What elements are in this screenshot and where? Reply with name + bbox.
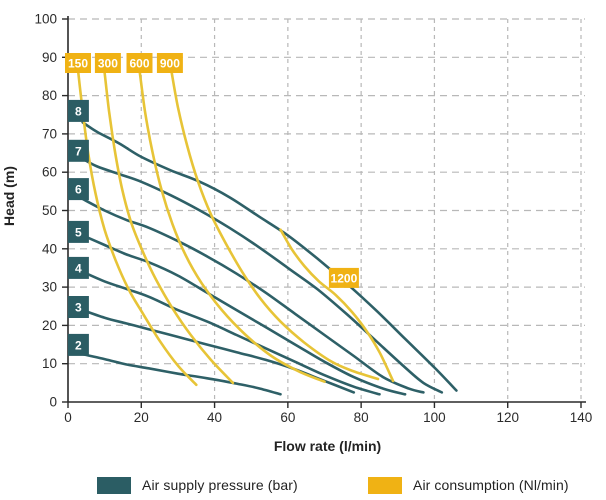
y-tick-label-0: 0 — [49, 395, 57, 410]
pressure-curve-5 — [81, 234, 407, 396]
pressure-curve-4 — [81, 270, 381, 396]
consumption-label-150-text: 150 — [68, 57, 88, 71]
consumption-label-1200-text: 1200 — [331, 271, 358, 285]
consumption-label-900-box — [156, 53, 183, 73]
pressure-label-8-box — [67, 99, 89, 122]
x-tick-label-60: 60 — [280, 410, 295, 425]
y-tick-label-100: 100 — [34, 12, 57, 27]
pressure-label-5-text: 5 — [75, 225, 82, 239]
x-tick-label-100: 100 — [423, 410, 446, 425]
y-tick-label-80: 80 — [42, 88, 57, 103]
pressure-curve-7 — [81, 157, 444, 394]
pressure-label-4-box — [67, 256, 89, 279]
pressure-label-4-text: 4 — [75, 261, 82, 275]
pressure-legend-swatch — [97, 476, 131, 494]
pressure-curve-2 — [81, 352, 282, 396]
y-axis-title: Head (m) — [1, 166, 17, 226]
pressure-label-2-text: 2 — [75, 338, 82, 352]
pressure-curve-6 — [81, 197, 425, 394]
pressure-label-3-box — [67, 296, 89, 318]
x-tick-label-0: 0 — [64, 410, 72, 425]
x-tick-label-80: 80 — [354, 410, 369, 425]
legend-item-consumption: Air consumption (Nl/min) — [368, 474, 569, 496]
x-axis-title: Flow rate (l/min) — [274, 438, 381, 454]
pressure-label-8-text: 8 — [75, 104, 82, 118]
y-tick-label-70: 70 — [42, 126, 57, 141]
legend-item-pressure: Air supply pressure (bar) — [97, 474, 298, 496]
x-tick-label-40: 40 — [207, 410, 222, 425]
consumption-curve-900 — [170, 71, 380, 381]
x-tick-label-140: 140 — [570, 410, 593, 425]
y-tick-label-90: 90 — [42, 50, 57, 65]
pressure-label-7-text: 7 — [75, 144, 82, 158]
consumption-label-600-box — [126, 53, 153, 73]
y-tick-label-20: 20 — [42, 318, 57, 333]
consumption-label-300-text: 300 — [98, 57, 118, 71]
consumption-curve-600 — [138, 71, 326, 383]
consumption-curve-300 — [103, 71, 235, 385]
y-tick-label-60: 60 — [42, 165, 57, 180]
x-tick-label-20: 20 — [134, 410, 149, 425]
pressure-label-3-text: 3 — [75, 301, 82, 315]
consumption-label-1200-box — [328, 267, 359, 288]
pressure-legend-label: Air supply pressure (bar) — [142, 477, 298, 493]
consumption-curve-1200 — [279, 228, 395, 383]
consumption-label-150-box — [65, 53, 91, 73]
consumption-legend-label: Air consumption (Nl/min) — [413, 477, 569, 493]
pressure-label-6-box — [67, 178, 89, 201]
pressure-label-2-box — [67, 333, 89, 356]
x-tick-label-120: 120 — [496, 410, 519, 425]
y-tick-label-40: 40 — [42, 241, 57, 256]
consumption-label-300-box — [94, 53, 121, 73]
consumption-label-600-text: 600 — [129, 57, 149, 71]
y-tick-label-30: 30 — [42, 280, 57, 295]
pressure-label-6-text: 6 — [75, 183, 82, 197]
y-tick-label-10: 10 — [42, 356, 57, 371]
pressure-curve-8 — [81, 121, 458, 392]
consumption-label-900-text: 900 — [160, 57, 180, 71]
consumption-legend-swatch — [368, 476, 402, 494]
y-tick-label-50: 50 — [42, 203, 57, 218]
pressure-label-7-box — [67, 139, 89, 162]
pressure-label-5-box — [67, 220, 89, 243]
